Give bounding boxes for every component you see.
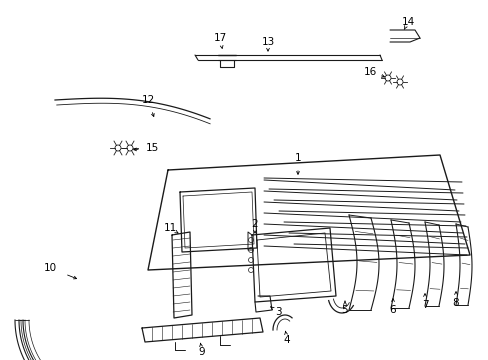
Text: 6: 6 <box>389 305 395 315</box>
Text: 3: 3 <box>274 307 281 317</box>
Text: 14: 14 <box>401 17 414 27</box>
Text: 2: 2 <box>251 219 258 229</box>
Text: 15: 15 <box>145 143 158 153</box>
Text: 13: 13 <box>261 37 274 47</box>
Text: 12: 12 <box>141 95 154 105</box>
Text: 9: 9 <box>198 347 205 357</box>
Text: 5: 5 <box>341 305 347 315</box>
Text: 16: 16 <box>363 67 376 77</box>
Text: 7: 7 <box>421 300 427 310</box>
Text: 1: 1 <box>294 153 301 163</box>
Text: 8: 8 <box>452 298 458 308</box>
Text: 4: 4 <box>283 335 290 345</box>
Text: 10: 10 <box>43 263 57 273</box>
Text: 17: 17 <box>213 33 226 43</box>
Text: 11: 11 <box>163 223 176 233</box>
